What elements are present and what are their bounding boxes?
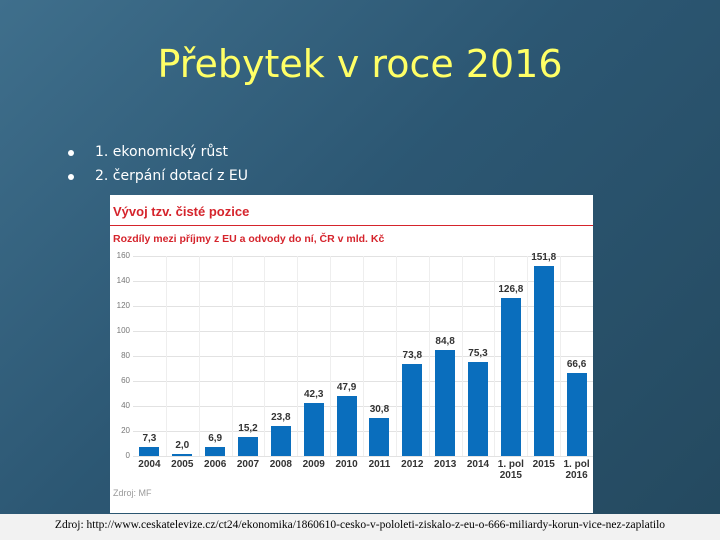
y-tick-label: 140 — [116, 276, 130, 285]
chart-note: Zdroj: MF — [113, 488, 152, 498]
x-tick-label: 2005 — [171, 459, 194, 470]
grid-line — [133, 456, 593, 457]
y-tick-label: 60 — [121, 376, 130, 385]
value-label: 126,8 — [498, 283, 524, 295]
value-label: 23,8 — [271, 412, 291, 424]
grid-line — [165, 256, 167, 456]
x-tick-label: 1. pol 2016 — [563, 459, 590, 481]
title-rule — [110, 225, 593, 226]
bar — [139, 446, 160, 456]
bullet: 2. čerpání dotací z EU — [95, 168, 249, 184]
grid-line — [494, 256, 496, 456]
bar — [369, 417, 390, 456]
bar — [172, 453, 193, 456]
bar — [238, 437, 258, 456]
bullet-dot — [68, 150, 74, 156]
bar — [402, 363, 423, 456]
grid-line — [297, 256, 299, 456]
x-tick-label: 2015 — [532, 459, 555, 470]
x-tick-label: 2004 — [138, 459, 161, 470]
y-tick-label: 120 — [116, 301, 130, 310]
x-tick-label: 2012 — [401, 459, 424, 470]
grid-line — [527, 256, 529, 456]
bar — [500, 297, 521, 456]
value-label: 6,9 — [208, 433, 223, 445]
bar — [303, 403, 324, 456]
bar — [205, 447, 226, 456]
grid-line — [395, 256, 397, 456]
grid-line — [264, 256, 266, 456]
value-label: 151,8 — [531, 252, 557, 264]
bullet: 1. ekonomický růst — [95, 144, 229, 160]
x-tick-label: 2007 — [236, 459, 260, 470]
x-tick-label: 2011 — [368, 459, 391, 470]
bar — [435, 350, 456, 456]
y-tick-label: 0 — [125, 451, 130, 460]
x-tick-label: 2008 — [269, 459, 292, 470]
value-label: 42,3 — [303, 389, 324, 401]
grid-line — [560, 256, 562, 456]
bar — [566, 372, 587, 456]
y-tick-label: 20 — [121, 426, 130, 435]
x-tick-label: 2010 — [335, 459, 358, 470]
grid-line — [461, 256, 463, 456]
chart-subtitle: Rozdíly mezi příjmy z EU a odvody do ní,… — [113, 233, 385, 245]
source: Zdroj: http://www.ceskatelevize.cz/ct24/… — [0, 514, 720, 540]
value-label: 66,6 — [566, 358, 587, 370]
value-label: 47,9 — [336, 382, 357, 394]
bar — [468, 361, 488, 456]
value-label: 75,3 — [468, 347, 488, 359]
y-tick-label: 100 — [116, 326, 130, 335]
y-tick-label: 40 — [121, 401, 130, 410]
grid-line — [363, 256, 364, 456]
bar — [270, 426, 291, 456]
value-label: 84,8 — [435, 336, 455, 347]
value-label: 30,8 — [369, 403, 390, 415]
chart: Vývoj tzv. čisté pozice Rozdíly mezi pří… — [110, 195, 593, 513]
x-tick-label: 2014 — [466, 459, 490, 470]
grid-line — [231, 256, 233, 456]
x-tick-label: 2006 — [204, 459, 227, 470]
value-label: 15,2 — [238, 423, 258, 434]
y-tick-label: 160 — [116, 251, 130, 260]
value-label: 2,0 — [175, 439, 190, 451]
x-tick-label: 1. pol 2015 — [497, 459, 524, 481]
x-tick-label: 2009 — [302, 459, 325, 470]
y-tick-label: 80 — [121, 351, 130, 360]
x-tick-label: 2013 — [434, 459, 457, 470]
value-label: 7,3 — [142, 432, 157, 444]
grid-line — [198, 256, 200, 456]
chart-title: Vývoj tzv. čisté pozice — [113, 204, 250, 219]
grid-line — [428, 256, 430, 456]
bullet-dot — [68, 174, 74, 180]
bar — [336, 396, 357, 456]
grid-line — [330, 256, 332, 456]
bar — [533, 266, 554, 456]
value-label: 73,8 — [402, 349, 423, 361]
slide-title: Přebytek v roce 2016 — [157, 42, 563, 86]
